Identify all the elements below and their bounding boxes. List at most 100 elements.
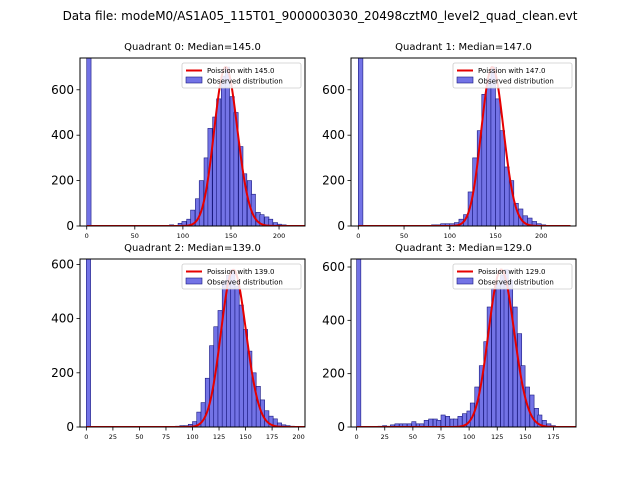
x-tick-label: 50 [409,433,417,441]
x-tick-label: 50 [131,232,139,240]
histogram-bar [268,218,274,226]
x-tick-label: 25 [381,433,389,441]
quadrant-2-panel: 0 25 50 75 100 125 150 175 200 0 200 400 600 Quadrant… [51,243,306,441]
legend-bar-swatch [456,277,474,285]
x-tick-label: 100 [444,232,456,240]
y-tick-label: 400 [51,128,74,142]
x-tick-label: 100 [463,433,475,441]
axes-frame [350,57,577,227]
y-tick-label: 600 [51,257,74,271]
legend-label-observed: Observed distribution [207,279,283,287]
x-tick-label: 150 [519,433,531,441]
quadrant-0-panel: 0 50 100 150 200 0 200 400 600 Quadrant 0: Median… [51,42,306,240]
plot-area [86,259,305,427]
x-tick-label: 150 [239,433,251,441]
histogram-bar [490,66,496,226]
histogram-bar [356,259,362,427]
histogram-bar [234,285,240,427]
histogram-bar [259,214,265,226]
histogram-bar [238,304,244,427]
y-tick-label: 0 [337,219,345,233]
histogram-bar [428,418,434,427]
y-tick-label: 200 [51,174,74,188]
y-tick-label: 400 [322,313,345,327]
histogram-bar [216,98,222,226]
x-tick-label: 200 [292,433,304,441]
x-tick-label: 75 [437,433,445,441]
legend-label-observed: Observed distribution [478,279,554,287]
x-tick-label: 100 [186,433,198,441]
histogram-bar [486,78,492,226]
histogram-bar [86,58,92,226]
y-tick-label: 600 [51,83,74,97]
y-tick-label: 600 [322,83,345,97]
legend-bar-swatch [185,277,203,285]
x-tick-label: 200 [535,232,547,240]
y-tick-label: 200 [322,174,345,188]
x-tick-label: 175 [547,433,559,441]
histogram-bar [495,282,501,427]
x-tick-label: 0 [85,232,89,240]
histogram-bar [190,209,196,226]
histogram-bar [440,414,446,427]
y-tick-label: 400 [51,312,74,326]
y-tick-label: 200 [322,367,345,381]
quadrant-1-title: Quadrant 1: Median=147.0 [395,42,532,53]
y-tick-label: 0 [66,219,74,233]
y-tick-label: 0 [337,420,345,434]
histogram-bar [499,130,505,226]
x-tick-label: 150 [225,232,237,240]
legend-bar-swatch [456,76,474,84]
legend-label-poisson: Poission with 129.0 [478,268,546,276]
x-tick-label: 25 [109,433,117,441]
histogram-bar [453,418,458,427]
legend-label-observed: Observed distribution [207,78,283,86]
x-tick-label: 125 [213,433,225,441]
histogram-bar [230,269,236,427]
x-tick-label: 0 [355,433,359,441]
quadrant-3-panel: 0 25 50 75 100 125 150 175 0 200 400 600 Quadrant 3:… [322,243,577,441]
x-tick-label: 200 [273,232,285,240]
x-tick-label: 50 [135,433,143,441]
x-tick-label: 50 [400,232,408,240]
x-tick-label: 100 [177,232,189,240]
y-tick-label: 600 [322,260,345,274]
quadrant-2-title: Quadrant 2: Median=139.0 [124,243,261,254]
histogram-bar [86,259,91,427]
y-tick-label: 0 [66,420,74,434]
legend-box [452,62,573,89]
x-tick-label: 0 [84,433,88,441]
poisson-curve [358,66,571,226]
x-tick-label: 75 [162,433,170,441]
plot-area [86,58,305,226]
histogram-bar [226,274,232,427]
figure-suptitle: Data file: modeM0/AS1A05_115T01_90000030… [63,9,578,23]
legend-label-poisson: Poission with 139.0 [207,268,275,276]
quadrant-3-title: Quadrant 3: Median=129.0 [395,243,532,254]
legend-label-observed: Observed distribution [478,78,554,86]
legend-box [181,263,302,290]
x-tick-label: 175 [266,433,278,441]
histogram-bar [242,173,248,226]
legend-box [181,62,302,89]
axes-frame [79,57,306,227]
axes-frame [350,258,577,428]
x-tick-label: 125 [491,433,503,441]
histogram-bar [529,394,535,427]
x-tick-label: 150 [489,232,501,240]
histogram-bar [224,66,230,226]
y-tick-label: 400 [322,128,345,142]
quadrant-0-title: Quadrant 0: Median=145.0 [124,42,261,53]
histogram-bar [495,98,501,226]
legend-label-poisson: Poission with 147.0 [478,67,546,75]
histogram-bar [445,416,451,427]
x-tick-label: 0 [356,232,360,240]
poisson-curve [356,268,576,427]
quadrant-1-panel: 0 50 100 150 200 0 200 400 600 Quadrant 1: Median… [322,42,577,240]
y-tick-label: 200 [51,366,74,380]
legend-bar-swatch [185,76,203,84]
legend-label-poisson: Poission with 145.0 [207,67,275,75]
histogram-bar [358,58,364,226]
legend-box [452,263,573,290]
